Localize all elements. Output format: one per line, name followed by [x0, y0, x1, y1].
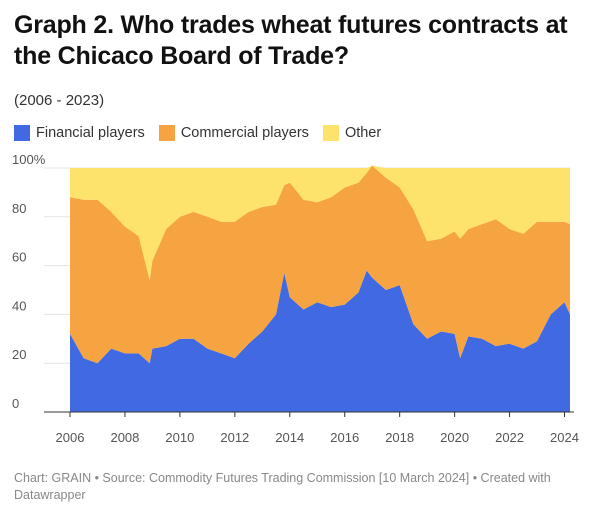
area-series-1 — [70, 165, 570, 364]
y-tick-label: 20 — [12, 347, 26, 362]
x-tick-label: 2006 — [56, 430, 85, 445]
area-series-2 — [70, 165, 570, 281]
chart-footer: Chart: GRAIN • Source: Commodity Futures… — [14, 471, 551, 502]
stacked-area-chart: 0 20 40 60 80 100% 2006 2008 2010 2012 2014 2016 201… — [12, 152, 579, 445]
legend-swatch-other — [322, 125, 339, 141]
y-tick-label: 80 — [12, 201, 26, 216]
x-tick-label: 2012 — [220, 430, 249, 445]
legend-swatch-commercial — [158, 125, 175, 141]
x-tick-label: 2014 — [275, 430, 304, 445]
legend-item-other: Other — [322, 125, 382, 141]
legend-item-commercial: Commercial players — [158, 125, 309, 141]
legend-label-other: Other — [344, 125, 382, 141]
x-tick-label: 2016 — [330, 430, 359, 445]
x-tick-label: 2010 — [165, 430, 194, 445]
x-tick-label: 2020 — [440, 430, 469, 445]
y-tick-label: 40 — [12, 298, 26, 313]
legend-label-commercial: Commercial players — [180, 125, 309, 141]
y-tick-label: 100% — [12, 152, 46, 167]
y-tick-label: 60 — [12, 250, 26, 265]
chart-subtitle: (2006 - 2023) — [14, 92, 105, 109]
legend-item-financial: Financial players — [14, 125, 145, 141]
x-tick-label: 2024 — [550, 430, 579, 445]
legend: Financial players Commercial players Oth… — [14, 125, 381, 141]
x-tick-label: 2018 — [385, 430, 414, 445]
legend-label-financial: Financial players — [36, 125, 145, 141]
x-tick-label: 2008 — [110, 430, 139, 445]
area-series-0 — [70, 270, 570, 412]
legend-swatch-financial — [14, 125, 30, 141]
x-tick-label: 2022 — [495, 430, 524, 445]
chart-title: Graph 2. Who trades wheat futures contra… — [14, 11, 568, 70]
y-tick-label: 0 — [12, 396, 19, 411]
